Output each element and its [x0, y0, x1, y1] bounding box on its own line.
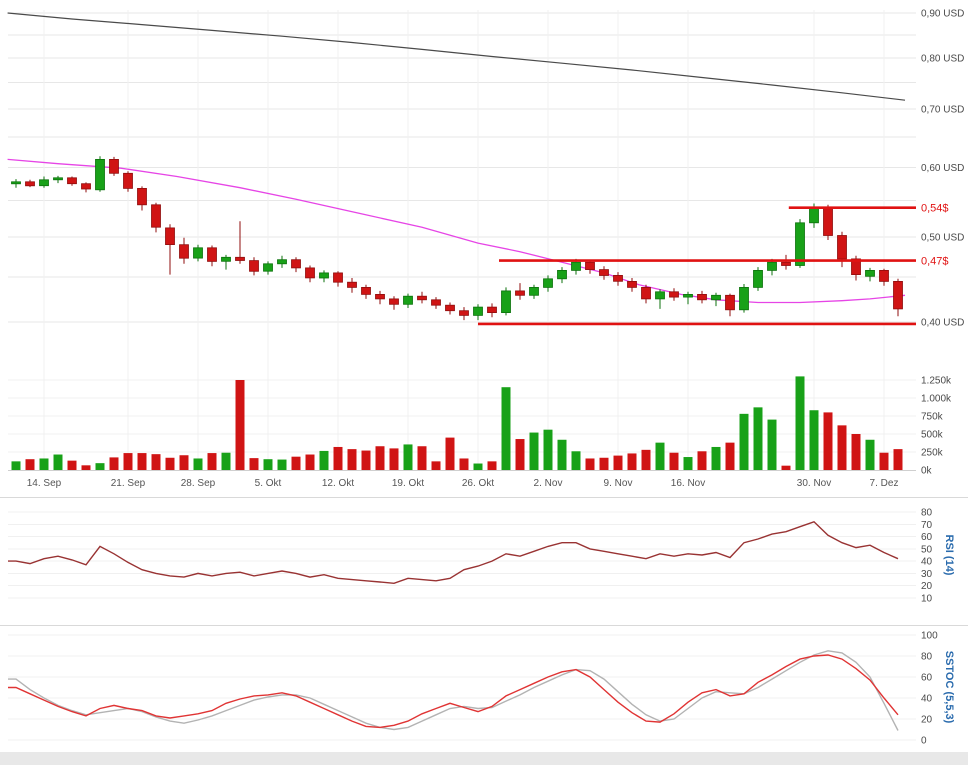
rsi-axis-label: 50 [921, 544, 933, 555]
rsi-axis-label: 80 [921, 508, 933, 519]
volume-axis-label: 500k [921, 430, 944, 441]
rsi-axis-label: 70 [921, 520, 933, 531]
price-panel [7, 12, 916, 470]
sstoc-axis-label: 40 [921, 694, 933, 705]
date-axis-label: 28. Sep [181, 478, 216, 489]
price-axis-label: 0,80 USD [921, 53, 964, 64]
price-axis-label: 0,70 USD [921, 104, 964, 115]
reference-line [7, 12, 906, 101]
moving-average-line [7, 158, 906, 304]
rsi-axis-label: 20 [921, 581, 933, 592]
date-axis-label: 9. Nov [604, 478, 633, 489]
price-axis-label: 0,50 USD [921, 232, 964, 243]
volume-bars [11, 376, 903, 470]
sstoc-k-line [8, 654, 899, 729]
sstoc-panel-title: SSTOC (5,5,3) [943, 651, 955, 724]
date-axis-label: 5. Okt [255, 478, 282, 489]
sstoc-axis-label: 20 [921, 715, 933, 726]
rsi-axis-label: 40 [921, 557, 933, 568]
date-axis-label: 26. Okt [462, 478, 494, 489]
date-axis-label: 12. Okt [322, 478, 354, 489]
date-axis-label: 14. Sep [27, 478, 62, 489]
gridlines [0, 10, 968, 741]
sstoc-panel [8, 650, 899, 731]
date-axis-label: 21. Sep [111, 478, 146, 489]
rsi-axis-label: 60 [921, 532, 933, 543]
volume-axis-label: 750k [921, 412, 944, 423]
rsi-panel [8, 520, 899, 585]
sstoc-axis-label: 80 [921, 652, 933, 663]
sstoc-axis-label: 0 [921, 736, 927, 747]
price-axis-label: 0,90 USD [921, 9, 964, 20]
price-axis-label: 0,60 USD [921, 163, 964, 174]
price-axis-label: 0,40 USD [921, 318, 964, 329]
sstoc-axis-label: 100 [921, 631, 938, 642]
date-axis-label: 19. Okt [392, 478, 424, 489]
date-axis-label: 2. Nov [534, 478, 563, 489]
level-price-label: 0,47$ [921, 256, 949, 268]
bottom-scrollbar[interactable] [0, 752, 968, 765]
sstoc-d-line [8, 650, 899, 731]
rsi-panel-title: RSI (14) [943, 535, 955, 576]
candlesticks [11, 156, 903, 321]
date-axis-label: 30. Nov [797, 478, 831, 489]
rsi-axis-label: 10 [921, 594, 933, 605]
level-price-label: 0,54$ [921, 203, 949, 215]
volume-axis-label: 1.250k [921, 376, 952, 387]
rsi-axis-label: 30 [921, 569, 933, 580]
rsi-line [8, 520, 899, 585]
volume-axis-label: 250k [921, 448, 944, 459]
date-axis-label: 7. Dez [870, 478, 899, 489]
sstoc-axis-label: 60 [921, 673, 933, 684]
volume-axis-label: 1.000k [921, 394, 952, 405]
volume-axis-label: 0k [921, 466, 933, 477]
date-axis-label: 16. Nov [671, 478, 705, 489]
axis-labels: 0,54$ 0,47$ 0,90 USD 0,80 USD 0,70 USD 0,60 U… [27, 9, 965, 747]
